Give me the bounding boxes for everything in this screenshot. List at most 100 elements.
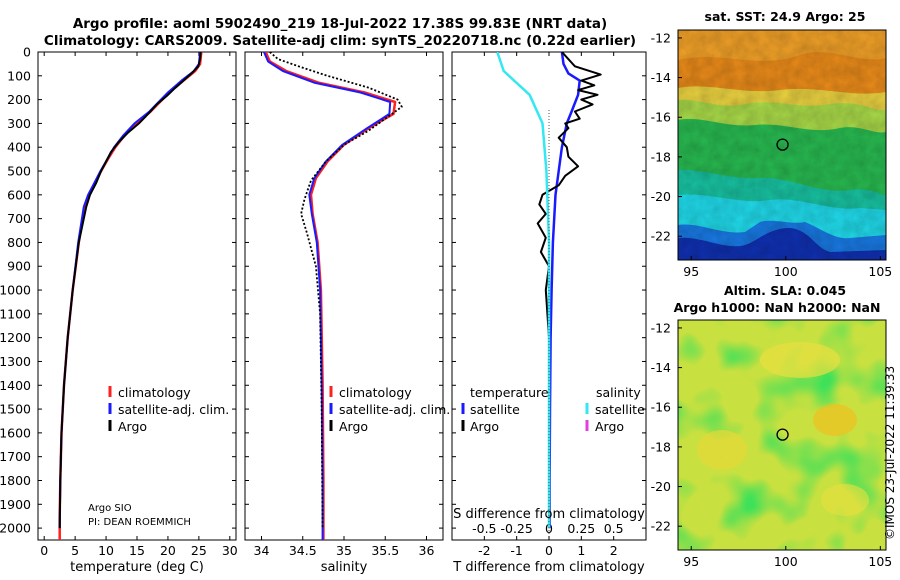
figure-title-line2: Climatology: CARS2009. Satellite-adj cli…: [44, 33, 636, 49]
y-tick-label: 1900: [0, 497, 31, 512]
sla-blob-orange: [813, 404, 857, 436]
map-x-tick-label: 105: [868, 264, 892, 279]
y-tick-label: 1100: [0, 306, 31, 321]
salinity-legend: climatology satellite-adj. clim. Argo: [329, 385, 450, 434]
x2-tick-label: 0.5: [604, 521, 624, 536]
sst-map-title: sat. SST: 24.9 Argo: 25: [705, 9, 866, 24]
y-tick-label: 200: [7, 92, 31, 107]
y-tick-label: 400: [7, 140, 31, 155]
x2-tick-label: -0.5: [472, 521, 496, 536]
y-tick-label: 300: [7, 116, 31, 131]
map-y-tick-label: -22: [651, 519, 671, 534]
map-x-tick-label: 100: [774, 264, 798, 279]
x-tick-label: -2: [478, 543, 490, 558]
legend-title-temperature: temperature: [470, 385, 549, 400]
sla-map: [678, 320, 886, 550]
legend-label-s-argo: Argo: [595, 419, 624, 434]
y-tick-label: 1300: [0, 354, 31, 369]
y-tick-label: 1000: [0, 283, 31, 298]
legend-label-argo: Argo: [339, 419, 368, 434]
map-y-tick-label: -16: [651, 400, 671, 415]
y-tick-label: 0: [23, 45, 31, 60]
salinity-axes: [244, 51, 444, 541]
y-tick-label: 700: [7, 211, 31, 226]
argo-sio-label: Argo SIO: [88, 503, 132, 514]
x2-tick-label: -0.25: [500, 521, 532, 536]
x-tick-label: 5: [71, 543, 79, 558]
series-line-t-satellite: [548, 52, 581, 529]
y-tick-label: 800: [7, 235, 31, 250]
series-line-satellite-adj-clim-: [263, 52, 392, 540]
y-tick-label: 1500: [0, 402, 31, 417]
pi-label: PI: DEAN ROEMMICH: [88, 517, 191, 528]
map-y-tick-label: -12: [651, 30, 671, 45]
x-tick-label: 36: [419, 543, 435, 558]
difference-x2label: S difference from climatology: [453, 507, 645, 522]
x-tick-label: 0: [545, 543, 553, 558]
legend-label-satellite-adj: satellite-adj. clim.: [339, 402, 450, 417]
legend-label-t-argo: Argo: [470, 419, 499, 434]
map-y-tick-label: -16: [651, 110, 671, 125]
x-tick-label: 35.5: [371, 543, 399, 558]
y-tick-label: 1400: [0, 378, 31, 393]
series-line-t-argo: [536, 52, 602, 529]
map-y-tick-label: -22: [651, 229, 671, 244]
map-x-tick-label: 100: [774, 554, 798, 569]
legend-label-satellite-adj: satellite-adj. clim.: [118, 402, 229, 417]
x-tick-label: -1: [510, 543, 522, 558]
map-y-tick-label: -18: [651, 149, 671, 164]
series-line-argo: [269, 52, 403, 529]
sla-blob-yellow2: [697, 430, 747, 470]
legend-label-climatology: climatology: [118, 385, 191, 400]
y-tick-label: 900: [7, 259, 31, 274]
series-line-argo: [58, 52, 202, 529]
y-tick-label: 100: [7, 68, 31, 83]
y-tick-label: 600: [7, 187, 31, 202]
difference-xlabel: T difference from climatology: [452, 560, 645, 575]
sla-blob-yellow: [760, 342, 840, 378]
sla-map-frame: [677, 319, 887, 551]
sla-map-title: Altim. SLA: 0.045: [724, 283, 846, 298]
y-tick-label: 1600: [0, 425, 31, 440]
legend-label-climatology: climatology: [339, 385, 412, 400]
x-tick-label: 30: [222, 543, 238, 558]
y-tick-label: 1800: [0, 473, 31, 488]
x2-tick-label: 0: [545, 521, 553, 536]
x-tick-label: 15: [129, 543, 145, 558]
map-y-tick-label: -20: [651, 189, 671, 204]
sla-argo-marker: [776, 428, 789, 441]
temperature-legend: climatology satellite-adj. clim. Argo: [108, 385, 229, 434]
map-y-tick-label: -14: [651, 70, 671, 85]
y-tick-label: 2000: [0, 521, 31, 536]
salinity-xlabel: salinity: [321, 560, 368, 575]
x-tick-label: 34: [254, 543, 270, 558]
difference-legend: temperature satellite Argo salinity sate…: [461, 385, 645, 434]
map-x-tick-label: 105: [868, 554, 892, 569]
x-tick-label: 35: [336, 543, 352, 558]
sla-blob-yellow3: [821, 484, 869, 516]
map-y-tick-label: -20: [651, 479, 671, 494]
map-y-tick-label: -14: [651, 360, 671, 375]
sst-argo-marker: [776, 138, 789, 151]
sla-map-subtitle: Argo h1000: NaN h2000: NaN: [674, 300, 881, 315]
figure-title-line1: Argo profile: aoml 5902490_219 18-Jul-20…: [73, 16, 607, 32]
x-tick-label: 34.5: [289, 543, 317, 558]
x-tick-label: 1: [577, 543, 585, 558]
x2-tick-label: 0.25: [567, 521, 595, 536]
legend-label-t-satellite: satellite: [470, 402, 520, 417]
legend-title-salinity: salinity: [596, 385, 641, 400]
map-y-tick-label: -18: [651, 439, 671, 454]
map-x-tick-label: 95: [683, 554, 699, 569]
x-tick-label: 20: [160, 543, 176, 558]
legend-label-argo: Argo: [118, 419, 147, 434]
y-tick-label: 1200: [0, 330, 31, 345]
map-y-tick-label: -12: [651, 320, 671, 335]
y-tick-label: 1700: [0, 449, 31, 464]
x-tick-label: 0: [40, 543, 48, 558]
y-tick-label: 500: [7, 164, 31, 179]
sst-texture: [678, 30, 886, 260]
x-tick-label: 2: [610, 543, 618, 558]
legend-label-s-satellite: satellite: [595, 402, 645, 417]
x-tick-label: 25: [191, 543, 207, 558]
